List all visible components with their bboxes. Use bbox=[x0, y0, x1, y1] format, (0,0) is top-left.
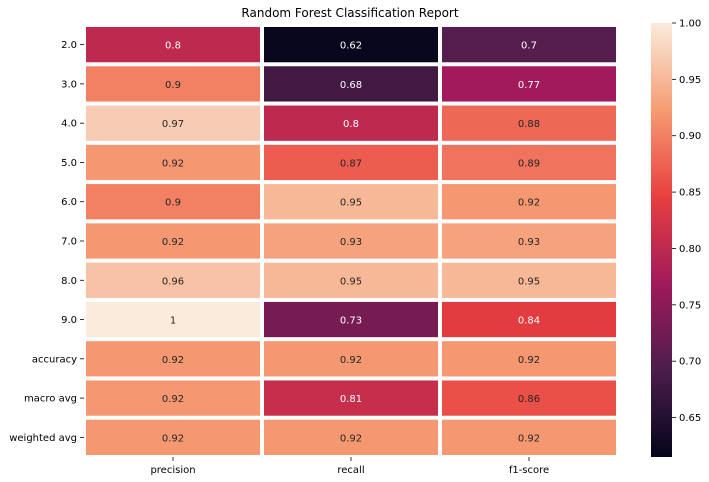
row-tick-label: 6.0 bbox=[61, 197, 77, 208]
cell-value-label: 0.92 bbox=[162, 394, 184, 405]
cell-value-label: 0.73 bbox=[340, 316, 362, 327]
heatmap-cell bbox=[264, 184, 438, 220]
row-tick-label: macro avg bbox=[24, 394, 77, 405]
cell-value-label: 0.7 bbox=[521, 41, 537, 52]
cell-value-label: 0.9 bbox=[165, 80, 181, 91]
colorbar-tick-label: 0.85 bbox=[679, 188, 701, 199]
column-tick-label: recall bbox=[337, 465, 364, 476]
heatmap-cell bbox=[442, 184, 616, 220]
heatmap-cell bbox=[264, 262, 438, 298]
colorbar: 0.65 0.70 0.75 0.80 0.85 0.90 0.95 1.00 bbox=[651, 19, 701, 457]
colorbar-tick-label: 0.95 bbox=[679, 75, 701, 86]
heatmap-cell bbox=[86, 341, 260, 377]
cell-value-label: 0.87 bbox=[340, 158, 362, 169]
cell-value-label: 0.92 bbox=[162, 433, 184, 444]
cell-value-label: 0.8 bbox=[343, 119, 359, 130]
row-tick-label: 5.0 bbox=[61, 158, 77, 169]
heatmap-cell bbox=[86, 184, 260, 220]
cell-value-label: 0.92 bbox=[340, 433, 362, 444]
cell-value-label: 0.68 bbox=[340, 80, 362, 91]
cell-value-label: 0.95 bbox=[518, 276, 540, 287]
cell-value-label: 0.77 bbox=[518, 80, 540, 91]
cell-value-label: 0.88 bbox=[518, 119, 540, 130]
heatmap-cell bbox=[442, 262, 616, 298]
heatmap-cell bbox=[264, 419, 438, 455]
cell-value-label: 0.92 bbox=[518, 355, 540, 366]
chart-title: Random Forest Classification Report bbox=[241, 6, 458, 20]
heatmap-cell bbox=[264, 301, 438, 338]
colorbar-gradient bbox=[651, 23, 672, 457]
row-tick-label: 9.0 bbox=[61, 315, 77, 326]
row-tick-label: accuracy bbox=[32, 354, 77, 365]
row-tick-label: 8.0 bbox=[61, 276, 77, 287]
heatmap-cell bbox=[264, 341, 438, 377]
row-tick-label: 4.0 bbox=[61, 119, 77, 130]
cell-value-label: 0.92 bbox=[162, 237, 184, 248]
cell-value-label: 0.95 bbox=[340, 198, 362, 209]
heatmap-cell bbox=[86, 419, 260, 455]
colorbar-tick-label: 0.65 bbox=[679, 413, 701, 424]
heatmap-cell bbox=[442, 223, 616, 259]
cell-value-label: 0.92 bbox=[518, 433, 540, 444]
heatmap-cell bbox=[264, 144, 438, 181]
colorbar-tick-label: 0.70 bbox=[679, 357, 701, 368]
cell-value-label: 0.81 bbox=[340, 394, 362, 405]
heatmap-cell bbox=[442, 341, 616, 377]
heatmap-cell bbox=[86, 380, 260, 416]
cell-value-label: 0.8 bbox=[165, 41, 181, 52]
heatmap-cell bbox=[442, 419, 616, 455]
column-tick-labels: precision recall f1-score bbox=[150, 457, 549, 476]
heatmap-cell bbox=[86, 27, 260, 63]
cell-value-label: 0.93 bbox=[340, 237, 362, 248]
heatmap-cell bbox=[86, 66, 260, 102]
row-tick-label: weighted avg bbox=[9, 433, 77, 444]
heatmap-cells: 0.8 0.62 0.7 0.9 0.68 0.77 0.97 0.8 0.88 0.92 0.87… bbox=[86, 27, 616, 455]
cell-value-label: 0.86 bbox=[518, 394, 540, 405]
cell-value-label: 0.92 bbox=[340, 355, 362, 366]
heatmap-cell bbox=[86, 262, 260, 298]
heatmap-cell bbox=[442, 27, 616, 63]
heatmap-cell bbox=[86, 105, 260, 141]
heatmap-cell bbox=[264, 66, 438, 102]
cell-value-label: 0.92 bbox=[518, 198, 540, 209]
cell-value-label: 0.97 bbox=[162, 119, 184, 130]
colorbar-tick-label: 0.75 bbox=[679, 300, 701, 311]
heatmap-cell bbox=[442, 105, 616, 141]
heatmap-cell bbox=[442, 66, 616, 102]
colorbar-tick-label: 0.80 bbox=[679, 244, 701, 255]
cell-value-label: 0.62 bbox=[340, 41, 362, 52]
heatmap-cell bbox=[264, 105, 438, 141]
cell-value-label: 1 bbox=[170, 316, 176, 327]
colorbar-tick-label: 1.00 bbox=[679, 19, 701, 30]
colorbar-tick-label: 0.90 bbox=[679, 131, 701, 142]
heatmap-cell bbox=[264, 27, 438, 63]
heatmap-cell bbox=[264, 223, 438, 259]
cell-value-label: 0.92 bbox=[162, 158, 184, 169]
row-tick-label: 3.0 bbox=[61, 79, 77, 90]
heatmap-cell bbox=[86, 223, 260, 259]
heatmap-cell bbox=[442, 144, 616, 181]
column-tick-label: precision bbox=[150, 465, 195, 476]
cell-value-label: 0.89 bbox=[518, 158, 540, 169]
cell-value-label: 0.84 bbox=[518, 316, 540, 327]
cell-value-label: 0.93 bbox=[518, 237, 540, 248]
row-tick-label: 2.0 bbox=[61, 40, 77, 51]
heatmap-cell bbox=[442, 301, 616, 338]
cell-value-label: 0.92 bbox=[162, 355, 184, 366]
cell-value-label: 0.95 bbox=[340, 276, 362, 287]
heatmap-cell bbox=[264, 380, 438, 416]
row-tick-label: 7.0 bbox=[61, 237, 77, 248]
column-tick-label: f1-score bbox=[509, 465, 549, 476]
cell-value-label: 0.9 bbox=[165, 198, 181, 209]
heatmap-cell bbox=[86, 301, 260, 338]
cell-value-label: 0.96 bbox=[162, 276, 184, 287]
heatmap-cell bbox=[86, 144, 260, 181]
row-tick-labels: 2.0 3.0 4.0 5.0 6.0 7.0 8.0 9.0 accuracy macro av… bbox=[9, 40, 84, 444]
heatmap-cell bbox=[442, 380, 616, 416]
